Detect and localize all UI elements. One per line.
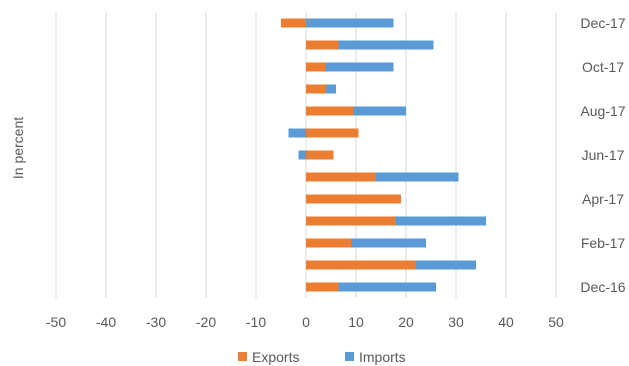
y-axis-ticks: Dec-16 Feb-17 Apr-17 Jun-17 Aug-17 Oct-17 Dec-… [580,15,625,295]
bar-exports-feb-17 [306,238,351,248]
y-tick-label: Oct-17 [582,59,624,75]
bar-imports-sep-17 [326,84,336,94]
bar-imports-mar-17 [396,216,486,226]
bar-imports-jul-17 [288,128,306,138]
bar-exports-may-17 [306,172,376,182]
x-tick-label: 30 [448,314,464,330]
y-tick-label: Jun-17 [582,147,625,163]
bar-imports-jan-17 [416,260,476,270]
x-tick-label: 50 [548,314,564,330]
bar-exports-mar-17 [306,216,396,226]
y-tick-label: Aug-17 [580,103,625,119]
x-tick-label: 0 [302,314,310,330]
y-tick-label: Feb-17 [581,235,626,251]
x-tick-label: -20 [196,314,216,330]
bar-imports-oct-17 [326,62,394,72]
legend-label-exports: Exports [252,349,299,365]
x-tick-label: 10 [348,314,364,330]
bar-imports-jun-17 [298,150,306,160]
y-tick-label: Dec-16 [580,279,625,295]
y-tick-label: Dec-17 [580,15,625,31]
bar-imports-dec-17 [306,18,394,28]
bar-exports-oct-17 [306,62,326,72]
bar-imports-nov-17 [338,40,434,50]
x-tick-label: -10 [246,314,266,330]
bar-exports-nov-17 [306,40,339,50]
bar-imports-feb-17 [351,238,426,248]
legend-swatch-imports [345,352,354,361]
x-tick-label: 20 [398,314,414,330]
bar-exports-aug-17 [306,106,354,116]
bar-exports-apr-17 [306,194,401,204]
bar-exports-dec-16 [306,282,339,292]
legend-label-imports: Imports [359,349,406,365]
bar-exports-jan-17 [306,260,416,270]
bar-exports-sep-17 [306,84,326,94]
bar-exports-jun-17 [306,150,334,160]
x-tick-label: -30 [146,314,166,330]
x-tick-label: -50 [46,314,66,330]
x-tick-label: -40 [96,314,116,330]
bar-exports-jul-17 [306,128,359,138]
bar-imports-aug-17 [353,106,406,116]
legend: Exports Imports [238,349,406,365]
y-tick-label: Apr-17 [582,191,624,207]
y-axis-label: In percent [10,117,26,179]
bar-imports-may-17 [376,172,459,182]
x-tick-label: 40 [498,314,514,330]
bar-exports-dec-17 [281,18,306,28]
bar-imports-dec-16 [338,282,436,292]
bars [281,18,486,292]
x-axis-ticks: -50 -40 -30 -20 -10 0 10 20 30 40 50 [46,314,564,330]
legend-swatch-exports [238,352,247,361]
